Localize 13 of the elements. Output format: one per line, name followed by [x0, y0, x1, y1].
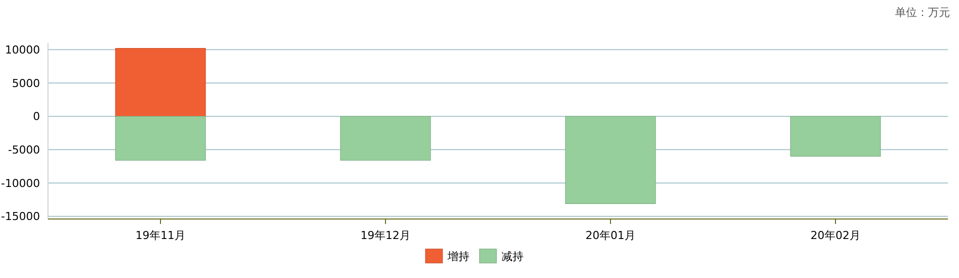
x-tick-label: 19年12月 [360, 229, 410, 242]
y-tick-label: 5000 [12, 76, 40, 90]
y-tick-label: -10000 [1, 176, 40, 190]
text: 单位：万元 [895, 6, 950, 19]
x-tick-label: 20年01月 [586, 229, 636, 242]
y-tick-label: 0 [33, 110, 40, 124]
y-tick-label: -15000 [1, 210, 40, 224]
x-tick-label: 20年02月 [810, 229, 860, 242]
legend-label: 增持 [446, 250, 470, 263]
x-tick-label: 19年11月 [136, 229, 186, 242]
y-tick-label: 10000 [5, 44, 40, 57]
y-tick-label: -5000 [8, 144, 40, 157]
legend-label: 减持 [502, 250, 524, 263]
